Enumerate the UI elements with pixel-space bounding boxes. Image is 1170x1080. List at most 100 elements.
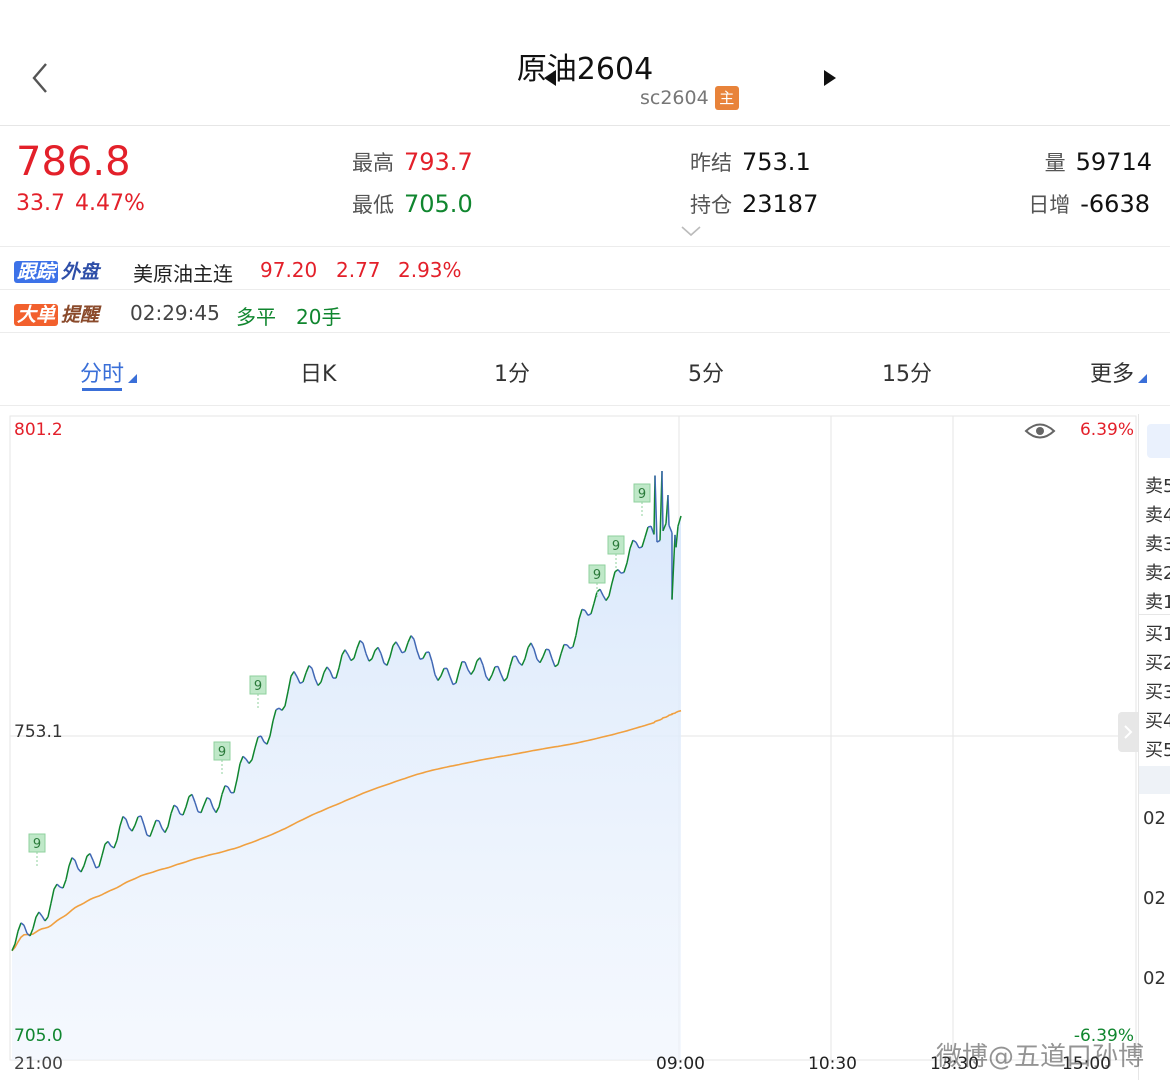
- price-line-segment: [485, 675, 490, 682]
- price-line-segment: [545, 648, 550, 651]
- price-line-segment: [200, 804, 205, 813]
- open-interest-field: 持仓 23187: [690, 189, 818, 219]
- price-line-segment: [404, 642, 409, 652]
- big-order-alert-row[interactable]: 大单 提醒 02:29:45 多平 20手: [0, 291, 1170, 333]
- tab-1min[interactable]: 1分: [494, 362, 530, 387]
- svg-text:9: 9: [593, 568, 601, 583]
- track-tag: 跟踪 外盘: [14, 257, 102, 283]
- buy-level-3: 买3: [1145, 682, 1170, 703]
- low-label: 最低: [352, 193, 394, 217]
- price-line-segment: [143, 824, 148, 836]
- tab-intraday-label: 分时: [80, 362, 125, 387]
- price-line-segment: [50, 889, 55, 904]
- price-line-segment: [71, 857, 76, 861]
- price-line-segment: [452, 682, 457, 686]
- price-line-segment: [227, 786, 232, 794]
- price-line-segment: [215, 806, 220, 813]
- tab-more-dropdown-icon: [1138, 374, 1148, 383]
- buy-level-1: 买1: [1145, 624, 1170, 645]
- svg-text:9: 9: [218, 745, 226, 760]
- change-value: 33.7: [16, 191, 65, 216]
- price-line-segment: [272, 709, 277, 722]
- tab-5min[interactable]: 5分: [688, 362, 724, 387]
- price-line-segment: [599, 588, 604, 596]
- price-line-segment: [56, 883, 61, 888]
- price-line-segment: [449, 676, 454, 685]
- price-line-segment: [59, 886, 64, 889]
- price-line-segment: [284, 691, 289, 707]
- price-line-segment: [464, 661, 469, 671]
- back-arrow-icon[interactable]: [26, 58, 56, 98]
- price-line-segment: [131, 824, 136, 832]
- price-line-segment: [293, 671, 298, 678]
- track-overseas-row[interactable]: 跟踪 外盘 美原油主连 97.20 2.77 2.93%: [0, 248, 1170, 290]
- price-line-segment: [311, 668, 316, 679]
- order-book-tab[interactable]: [1147, 424, 1170, 458]
- expand-chevron-icon[interactable]: [680, 225, 702, 237]
- price-line-segment: [245, 758, 250, 764]
- price-line-segment: [509, 656, 514, 667]
- price-line-segment: [233, 779, 238, 793]
- price-line-segment: [392, 641, 397, 647]
- price-line-segment: [662, 523, 667, 532]
- x-tick-1030: 10:30: [808, 1054, 857, 1074]
- price-line-segment: [602, 594, 607, 601]
- price-line-segment: [134, 816, 139, 826]
- price-line-segment: [314, 678, 319, 686]
- signal-marker: 9: [249, 675, 267, 708]
- book-section-bar: [1139, 766, 1170, 794]
- price-line-segment: [587, 613, 592, 616]
- active-tab-indicator: [82, 388, 122, 391]
- tab-15min[interactable]: 15分: [882, 362, 932, 387]
- tab-daily-k[interactable]: 日K: [300, 362, 337, 387]
- tick-time-2: 02: [1143, 888, 1166, 909]
- price-line-segment: [317, 681, 322, 686]
- next-contract-icon[interactable]: [820, 66, 840, 90]
- open-interest-value: 23187: [742, 190, 819, 218]
- price-line-segment: [140, 815, 145, 826]
- price-line-segment: [92, 860, 97, 869]
- price-line-segment: [47, 903, 52, 918]
- price-line-segment: [467, 669, 472, 675]
- period-tabs: 分时 日K 1分 5分 15分 更多: [0, 334, 1170, 406]
- price-line-segment: [638, 546, 643, 549]
- price-line-segment: [329, 670, 334, 679]
- tab-intraday[interactable]: 分时: [80, 356, 138, 388]
- previous-contract-icon[interactable]: [540, 66, 560, 90]
- price-line-segment: [203, 797, 208, 806]
- pct-axis-min: -6.39%: [1073, 1026, 1134, 1046]
- tab-more[interactable]: 更多: [1090, 356, 1148, 388]
- price-line-segment: [566, 644, 571, 649]
- sell-level-2: 卖2: [1145, 563, 1170, 584]
- price-line-segment: [164, 826, 169, 833]
- header-bar: 原油2604 sc2604 主: [0, 0, 1170, 126]
- price-line-segment: [422, 652, 427, 659]
- price-line-segment: [440, 668, 445, 677]
- overseas-change-pct: 2.93%: [398, 258, 462, 282]
- price-line-segment: [590, 603, 595, 614]
- price-line-segment: [614, 569, 619, 573]
- price-line-segment: [395, 641, 400, 648]
- chevron-right-icon: [1124, 725, 1133, 739]
- collapse-panel-handle[interactable]: [1118, 712, 1138, 752]
- price-line-segment: [191, 794, 196, 803]
- main-contract-badge: 主: [714, 86, 739, 110]
- price-line-segment: [371, 650, 376, 660]
- open-interest-label: 持仓: [690, 193, 732, 217]
- high-field: 最高 793.7: [352, 147, 473, 177]
- watermark: 微博@五道口孙博: [936, 1042, 1145, 1072]
- y-axis-min: 705.0: [14, 1026, 63, 1046]
- price-line-segment: [152, 820, 157, 829]
- eye-icon[interactable]: [1024, 420, 1056, 442]
- price-line-segment: [488, 674, 493, 682]
- svg-text:9: 9: [638, 487, 646, 502]
- price-line-segment: [44, 916, 49, 922]
- price-line-segment: [530, 642, 535, 650]
- price-line-segment: [527, 642, 532, 649]
- price-line-segment: [299, 681, 304, 685]
- order-book-panel: 卖5 卖4 卖3 卖2 卖1 买1 买2 买3 买4 买5 02 02 02: [1138, 414, 1170, 1080]
- signal-marker: 9: [633, 483, 651, 516]
- svg-text:9: 9: [254, 679, 262, 694]
- price-line-segment: [248, 759, 253, 764]
